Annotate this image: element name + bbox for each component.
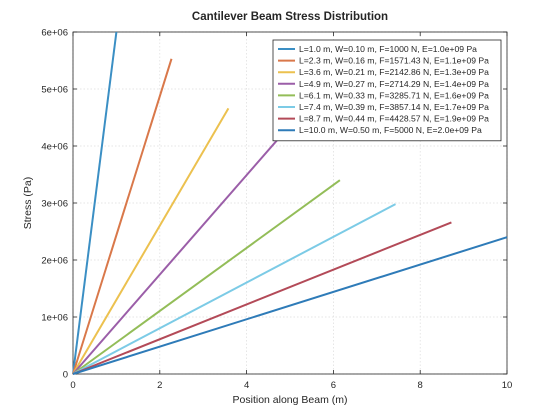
x-tick-label: 8	[418, 380, 423, 391]
y-tick-label: 3e+06	[41, 199, 68, 210]
series-line-6	[72, 203, 396, 375]
legend-entry: L=6.1 m, W=0.33 m, F=3285.71 N, E=1.6e+0…	[299, 90, 489, 100]
y-tick-label: 6e+06	[41, 28, 68, 39]
series-line-5	[72, 179, 341, 375]
series-line-7	[72, 221, 452, 375]
x-tick-label: 10	[502, 380, 513, 391]
series-lines	[72, 31, 508, 375]
legend-entry: L=3.6 m, W=0.21 m, F=2142.86 N, E=1.3e+0…	[299, 67, 489, 77]
legend-entry: L=1.0 m, W=0.10 m, F=1000 N, E=1.0e+09 P…	[299, 44, 477, 54]
chart-title: Cantilever Beam Stress Distribution	[192, 11, 388, 23]
series-line-1	[72, 31, 118, 375]
y-axis-label: Stress (Pa)	[22, 177, 34, 230]
legend-box	[272, 39, 502, 142]
y-tick-label: 5e+06	[41, 85, 68, 96]
series-line-8	[72, 236, 508, 375]
legend-entry: L=4.9 m, W=0.27 m, F=2714.29 N, E=1.4e+0…	[299, 79, 489, 89]
legend-entry: L=2.3 m, W=0.16 m, F=1571.43 N, E=1.1e+0…	[299, 56, 489, 66]
y-tick-label: 2e+06	[41, 256, 68, 267]
x-axis-label: Position along Beam (m)	[233, 394, 348, 406]
series-line-4	[72, 131, 286, 375]
series-line-3	[72, 107, 230, 375]
y-tick-label: 0	[63, 370, 68, 381]
legend-entry: L=7.4 m, W=0.39 m, F=3857.14 N, E=1.7e+0…	[299, 102, 489, 112]
x-tick-label: 2	[157, 380, 162, 391]
y-tick-label: 4e+06	[41, 142, 68, 153]
axis-ticks: 0 2 4 6 8 10 0 1e+06 2e+06 3e+06 4e+06 5e+06 6e+06	[41, 28, 512, 392]
legend-entry: L=8.7 m, W=0.44 m, F=4428.57 N, E=1.9e+0…	[299, 114, 489, 124]
legend-entry: L=10.0 m, W=0.50 m, F=5000 N, E=2.0e+09 …	[299, 125, 482, 135]
x-tick-label: 0	[70, 380, 75, 391]
x-tick-label: 6	[331, 380, 336, 391]
series-line-2	[72, 58, 173, 375]
legend: L=1.0 m, W=0.10 m, F=1000 N, E=1.0e+09 P…	[272, 39, 502, 142]
x-tick-label: 4	[244, 380, 249, 391]
legend-items: L=1.0 m, W=0.10 m, F=1000 N, E=1.0e+09 P…	[278, 44, 489, 135]
y-tick-label: 1e+06	[41, 313, 68, 324]
